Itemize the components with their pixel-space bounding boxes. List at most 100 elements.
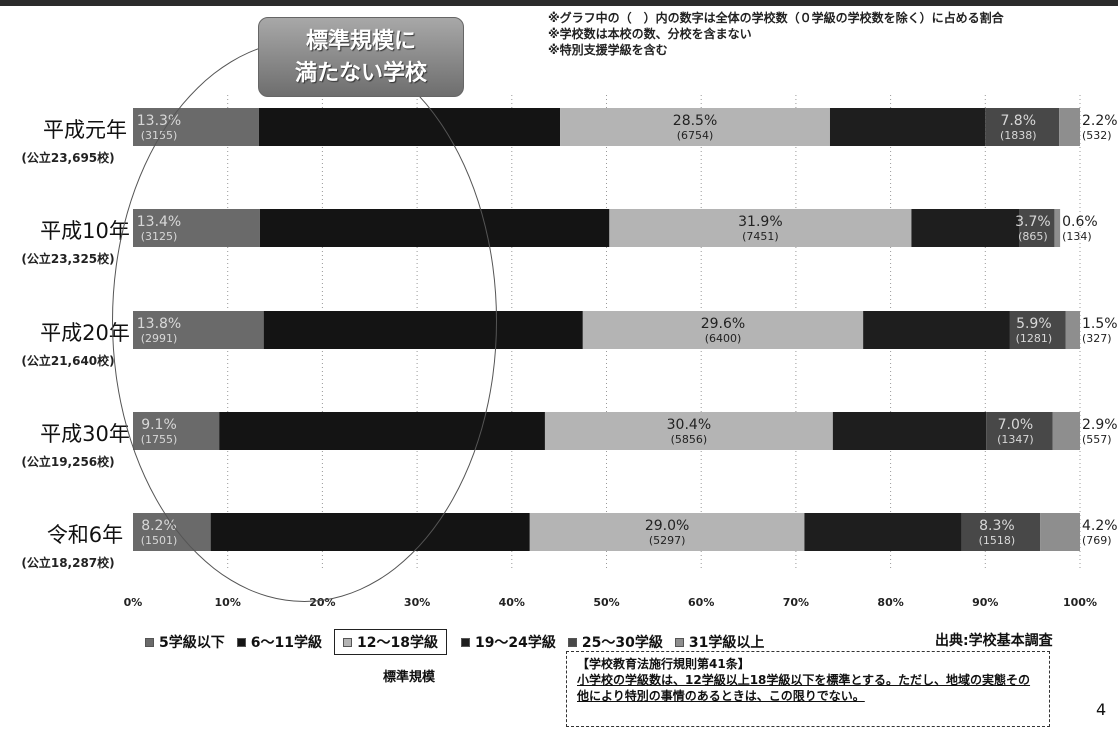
bar-segment <box>985 108 1060 146</box>
bar-segment <box>544 412 833 450</box>
data-label: 13.8% <box>137 316 181 332</box>
bar-segment <box>863 311 1010 349</box>
note-line: ※グラフ中の（ ）内の数字は全体の学校数（０学級の学校数を除く）に占める割合 <box>548 11 1004 25</box>
page-number: 4 <box>1096 700 1107 719</box>
bar-segment <box>1059 108 1080 146</box>
bar-segment <box>1019 209 1055 247</box>
x-tick-label: 60% <box>688 596 714 609</box>
data-count: (5297) <box>649 534 686 547</box>
data-label: 13.3% <box>137 113 181 129</box>
data-count: (1281) <box>1016 332 1053 345</box>
bar-segment <box>529 513 805 551</box>
bar-segment <box>582 311 864 349</box>
bar-segment <box>133 412 220 450</box>
bar-segment <box>1009 311 1066 349</box>
legend-label: 6〜11学級 <box>250 635 322 651</box>
category-label: 平成10年 <box>40 219 130 243</box>
stacked-bar-chart: 0% 10% 20% 30% 40% 50% 60% 70% 80% 90% 100% 平成元年 (公立… <box>21 95 1118 609</box>
data-label: 8.2% <box>141 518 177 534</box>
data-count: (1347) <box>997 433 1034 446</box>
bar-segment <box>560 108 830 146</box>
legend-label: 31学級以上 <box>688 635 765 651</box>
category-label: 令和6年 <box>47 523 123 547</box>
bar-segment <box>1065 311 1080 349</box>
data-label: 29.0% <box>645 518 689 534</box>
data-count: (327) <box>1082 332 1112 345</box>
data-label: 0.6% <box>1062 214 1098 230</box>
data-label: 7.0% <box>998 417 1034 433</box>
x-tick-label: 30% <box>404 596 430 609</box>
x-tick-label: 80% <box>877 596 903 609</box>
bar-segment <box>1040 513 1080 551</box>
data-label: 30.4% <box>667 417 711 433</box>
data-label: 5.9% <box>1016 316 1052 332</box>
bar-segment <box>1052 412 1080 450</box>
bar-segment <box>263 311 583 349</box>
top-bar <box>0 0 1118 6</box>
legend-item: 31学級以上 <box>674 632 765 652</box>
x-tick-label: 70% <box>783 596 809 609</box>
bar-segment <box>961 513 1041 551</box>
category-sublabel: (公立23,325校) <box>21 251 114 266</box>
bar-segment <box>210 513 530 551</box>
legend-label: 19〜24学級 <box>474 635 556 651</box>
bar-segment <box>259 209 610 247</box>
data-label: 2.2% <box>1082 113 1118 129</box>
data-count: (532) <box>1082 129 1112 142</box>
legend-item: 19〜24学級 <box>460 632 556 652</box>
data-count: (557) <box>1082 433 1112 446</box>
legend-item-standard: 12〜18学級 <box>333 629 447 655</box>
data-count: (7451) <box>742 230 779 243</box>
data-count: (865) <box>1018 230 1048 243</box>
x-tick-label: 10% <box>215 596 241 609</box>
x-tick-label: 0% <box>124 596 143 609</box>
x-tick-label: 50% <box>593 596 619 609</box>
bar-segment <box>133 513 211 551</box>
legend: 5学級以下 6〜11学級 12〜18学級 19〜24学級 25〜30学級 31学… <box>145 629 776 655</box>
category-label: 平成元年 <box>43 118 127 142</box>
category-sublabel: (公立23,695校) <box>21 150 114 165</box>
bar-segment <box>133 209 260 247</box>
legend-label: 5学級以下 <box>159 635 225 651</box>
x-tick-label: 90% <box>972 596 998 609</box>
data-label: 29.6% <box>701 316 745 332</box>
category-sublabel: (公立21,640校) <box>21 353 114 368</box>
law-title: 【学校教育法施行規則第41条】 <box>577 657 750 671</box>
x-tick-label: 20% <box>309 596 335 609</box>
data-count: (6754) <box>677 129 714 142</box>
data-label: 1.5% <box>1082 316 1118 332</box>
law-text: 小学校の学級数は、12学級以上18学級以下を標準とする。ただし、地域の実態その他… <box>577 673 1031 703</box>
bar-segment <box>911 209 1020 247</box>
data-count: (769) <box>1082 534 1112 547</box>
legend-swatch <box>674 637 684 647</box>
legend-item: 5学級以下 <box>145 632 225 652</box>
legend-swatch <box>567 637 577 647</box>
data-count: (1838) <box>1000 129 1037 142</box>
x-tick-label: 100% <box>1063 596 1097 609</box>
data-count: (5856) <box>671 433 708 446</box>
bar-segment <box>1054 209 1061 247</box>
note-line: ※学校数は本校の数、分校を含まない <box>548 27 752 41</box>
category-label: 平成20年 <box>40 321 130 345</box>
bar-segment <box>986 412 1053 450</box>
x-tick-label: 40% <box>499 596 525 609</box>
callout-box: 標準規模に 満たない学校 <box>258 17 464 97</box>
bar-segment <box>829 108 986 146</box>
bar-segment <box>258 108 561 146</box>
data-count: (2991) <box>141 332 178 345</box>
data-count: (134) <box>1062 230 1092 243</box>
data-count: (1501) <box>141 534 178 547</box>
data-label: 8.3% <box>979 518 1015 534</box>
legend-item: 6〜11学級 <box>236 632 322 652</box>
callout-line: 標準規模に <box>305 29 416 54</box>
data-count: (6400) <box>705 332 742 345</box>
bar-segment <box>832 412 987 450</box>
legend-swatch <box>236 637 246 647</box>
law-citation-box: 【学校教育法施行規則第41条】 小学校の学級数は、12学級以上18学級以下を標準… <box>566 651 1050 727</box>
callout-line: 満たない学校 <box>294 61 427 86</box>
bar-segment <box>609 209 912 247</box>
standard-size-label: 標準規模 <box>383 670 436 685</box>
bar-segment <box>133 311 264 349</box>
data-label: 28.5% <box>673 113 717 129</box>
legend-label: 12〜18学級 <box>356 635 438 651</box>
